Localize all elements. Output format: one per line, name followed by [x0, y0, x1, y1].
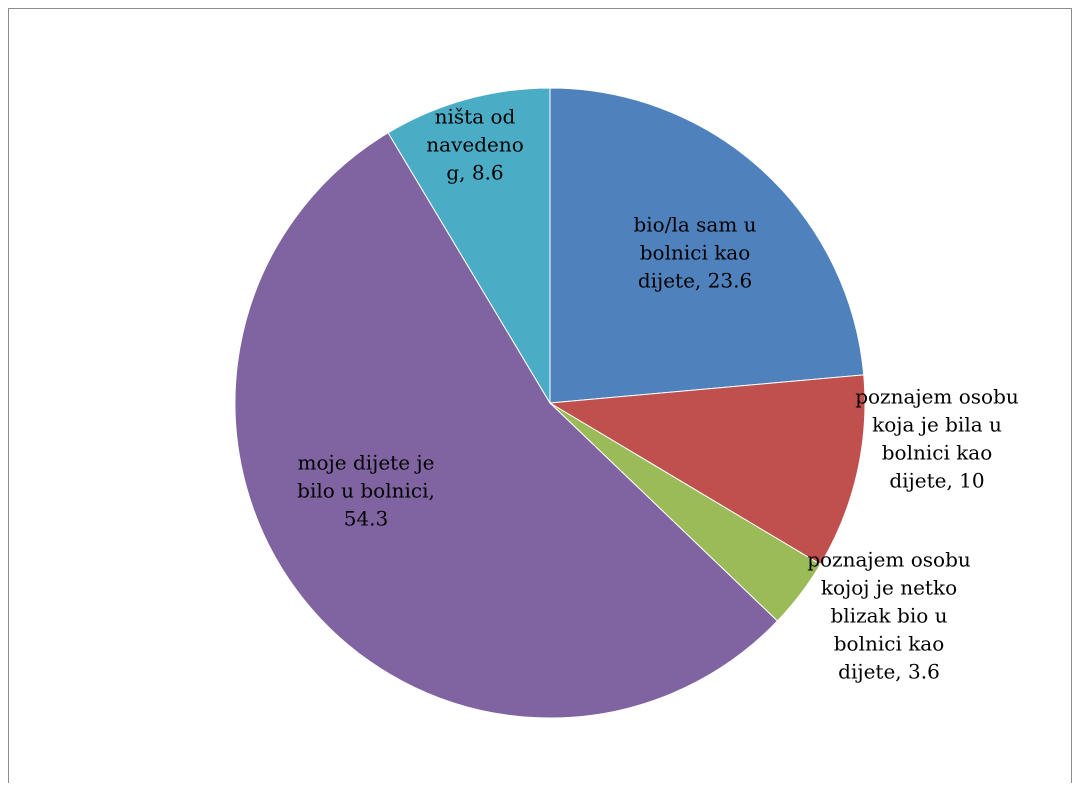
- pie-slice-1: [548, 374, 866, 566]
- pie-slice-label-1: poznajem osobu koja je bila u bolnici kao d…: [855, 385, 1019, 493]
- pie-slice-label-line: dijete, 3.6: [838, 660, 940, 684]
- pie-slice-label-line: bolnici kao: [882, 441, 993, 465]
- pie-slices: [234, 87, 866, 719]
- pie-slice-label-line: bolnici kao: [834, 632, 945, 656]
- pie-slice-label-line: 54.3: [344, 507, 389, 531]
- pie-slice-3: [234, 132, 779, 719]
- pie-slice-label-line: navedeno: [426, 133, 524, 157]
- pie-slice-label-0: bio/la sam u bolnici kao dijete, 23.6: [633, 213, 756, 293]
- pie-slice-0: [549, 87, 865, 404]
- pie-slice-label-line: bilo u bolnici,: [297, 479, 435, 503]
- pie-slice-label-line: dijete, 23.6: [638, 269, 752, 293]
- pie-slice-label-2: poznajem osobu kojoj je netko blizak bio u…: [807, 548, 971, 684]
- chart-frame: [8, 8, 1072, 783]
- pie-slice-label-line: poznajem osobu: [807, 548, 971, 572]
- pie-slice-label-line: bolnici kao: [640, 241, 751, 265]
- pie-slice-label-3: moje dijete je bilo u bolnici, 54.3: [297, 451, 435, 531]
- pie-slice-label-line: blizak bio u: [830, 604, 947, 628]
- pie-slice-label-line: koja je bila u: [872, 413, 1002, 437]
- pie-slice-4: [387, 87, 551, 405]
- pie-slice-label-line: bio/la sam u: [633, 213, 756, 237]
- pie-slice-label-line: poznajem osobu: [855, 385, 1019, 409]
- pie-slice-label-line: kojoj je netko: [821, 576, 957, 600]
- pie-slice-label-4: ništa od navedeno g, 8.6: [426, 105, 524, 185]
- pie-slice-label-line: ništa od: [435, 105, 516, 129]
- pie-slice-label-line: dijete, 10: [889, 469, 984, 493]
- pie-slice-label-line: moje dijete je: [298, 451, 435, 475]
- pie-labels: bio/la sam u bolnici kao dijete, 23.6 pozna…: [297, 105, 1019, 684]
- pie-slice-label-line: g, 8.6: [446, 161, 503, 185]
